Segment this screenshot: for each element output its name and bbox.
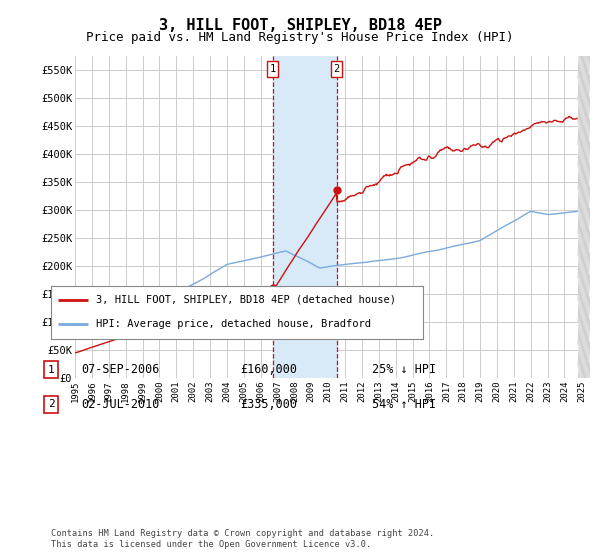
- Text: 1: 1: [269, 64, 276, 74]
- Text: 1: 1: [47, 365, 55, 375]
- Text: 25% ↓ HPI: 25% ↓ HPI: [372, 363, 436, 376]
- Text: 3, HILL FOOT, SHIPLEY, BD18 4EP: 3, HILL FOOT, SHIPLEY, BD18 4EP: [158, 18, 442, 33]
- Text: 2: 2: [47, 399, 55, 409]
- Text: £160,000: £160,000: [240, 363, 297, 376]
- Text: £335,000: £335,000: [240, 398, 297, 411]
- Text: Price paid vs. HM Land Registry's House Price Index (HPI): Price paid vs. HM Land Registry's House …: [86, 31, 514, 44]
- Text: 07-SEP-2006: 07-SEP-2006: [81, 363, 160, 376]
- Text: 02-JUL-2010: 02-JUL-2010: [81, 398, 160, 411]
- Text: 54% ↑ HPI: 54% ↑ HPI: [372, 398, 436, 411]
- Text: 3, HILL FOOT, SHIPLEY, BD18 4EP (detached house): 3, HILL FOOT, SHIPLEY, BD18 4EP (detache…: [95, 295, 395, 305]
- Text: 2: 2: [334, 64, 340, 74]
- Text: Contains HM Land Registry data © Crown copyright and database right 2024.
This d: Contains HM Land Registry data © Crown c…: [51, 529, 434, 549]
- Text: HPI: Average price, detached house, Bradford: HPI: Average price, detached house, Brad…: [95, 319, 371, 329]
- Bar: [272, 56, 337, 378]
